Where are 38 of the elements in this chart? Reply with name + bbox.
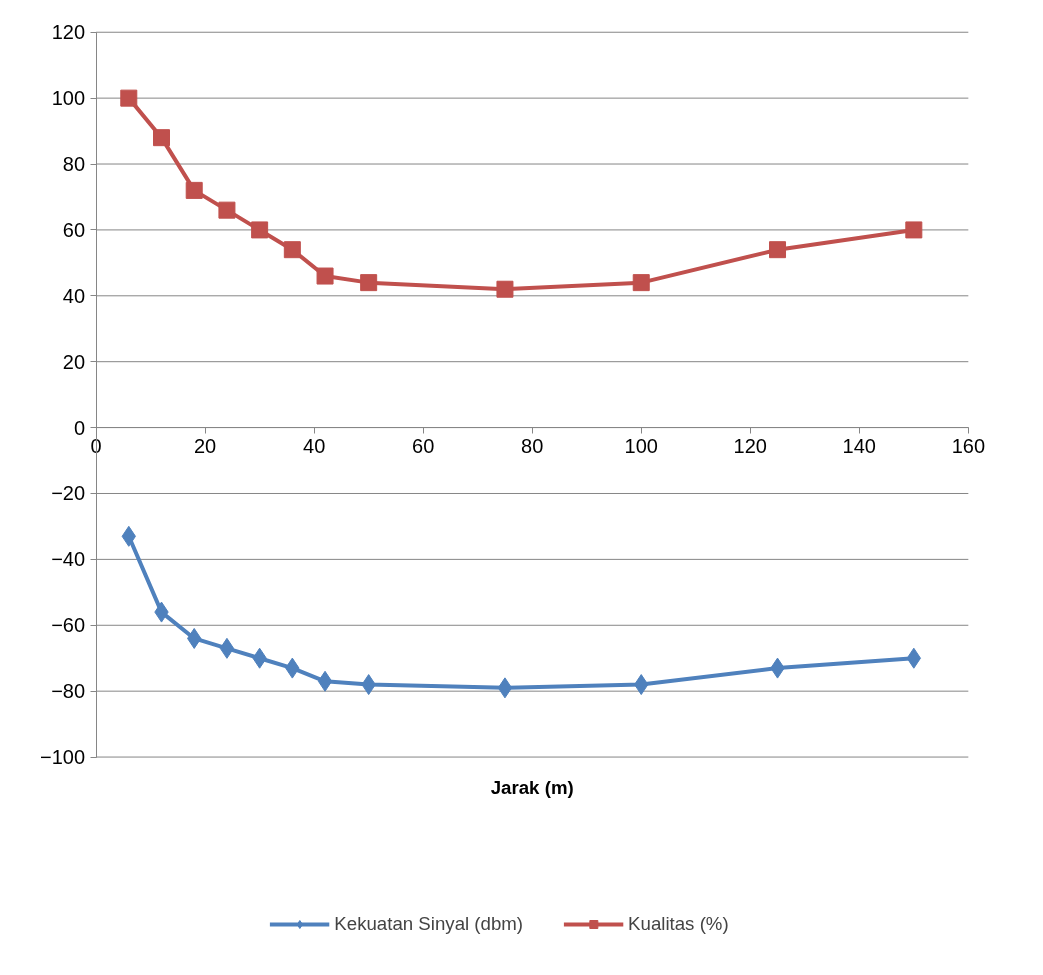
- y-tick-label: 100: [51, 87, 86, 110]
- point: [219, 637, 235, 659]
- point: [316, 267, 334, 285]
- x-tick-label: 100: [624, 434, 658, 457]
- y-tick-label: −100: [40, 746, 86, 769]
- x-tick-label: 160: [951, 434, 986, 457]
- point: [185, 181, 203, 199]
- point: [120, 89, 138, 107]
- point: [251, 221, 269, 239]
- x-tick-label: 60: [412, 434, 435, 457]
- point: [632, 274, 650, 292]
- point: [497, 677, 513, 699]
- point: [153, 129, 170, 147]
- point: [283, 241, 301, 259]
- point: [905, 221, 923, 239]
- x-tick-label: 120: [733, 434, 767, 457]
- y-tick-label: 120: [51, 21, 86, 44]
- point: [769, 241, 787, 259]
- y-tick-label: −20: [51, 482, 86, 505]
- y-tick-label: 40: [62, 284, 86, 307]
- point: [218, 201, 236, 219]
- point: [360, 274, 378, 292]
- x-axis-title: Jarak (m): [490, 777, 574, 799]
- y-tick-label: 20: [62, 350, 86, 373]
- y-tick-label: −40: [51, 548, 86, 571]
- y-tick-label: 0: [73, 416, 86, 439]
- x-tick-label: 20: [193, 434, 217, 457]
- x-tick-label: 80: [521, 434, 544, 457]
- y-tick-label: −60: [51, 614, 86, 637]
- point: [317, 670, 333, 692]
- x-tick-label: 140: [842, 434, 876, 457]
- legend-label: Kekuatan Sinyal (dbm): [334, 913, 524, 935]
- y-tick-label: 80: [62, 153, 86, 176]
- point: [496, 280, 514, 298]
- y-tick-label: 60: [62, 218, 86, 241]
- x-tick-label: 40: [303, 434, 326, 457]
- legend-label: Kualitas (%): [628, 913, 729, 935]
- y-tick-label: −80: [51, 680, 86, 703]
